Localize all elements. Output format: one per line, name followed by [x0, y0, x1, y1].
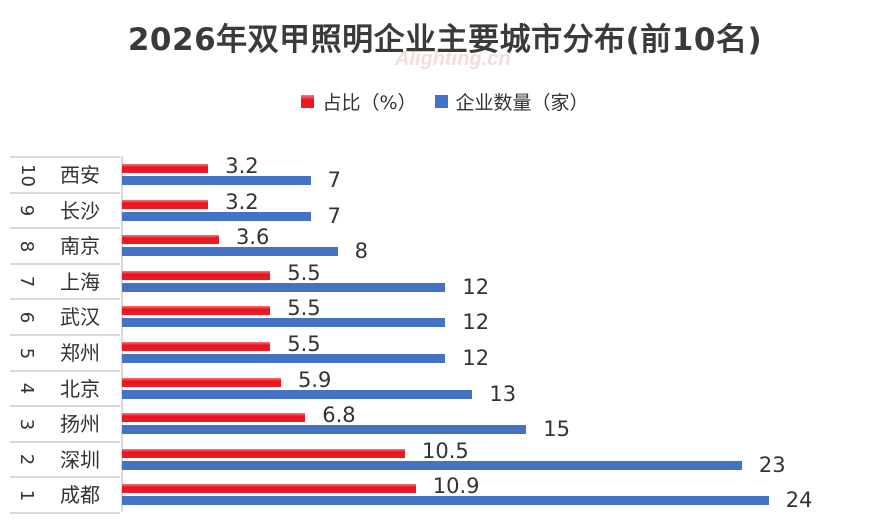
bar-count	[122, 211, 311, 221]
city-label: 成都	[60, 483, 100, 508]
data-label-count: 12	[462, 274, 490, 299]
city-label: 长沙	[60, 198, 100, 223]
bar-percent	[122, 270, 271, 280]
rank-label: 3	[10, 407, 44, 441]
bar-count	[122, 282, 446, 292]
rank-label: 1	[10, 478, 44, 512]
category-row: 3 扬州	[10, 405, 120, 441]
city-label: 南京	[60, 234, 100, 259]
category-row: 4 北京	[10, 369, 120, 406]
rank-label: 2	[10, 443, 44, 477]
category-row: 5 郑州	[10, 334, 120, 370]
data-label-percent: 3.6	[236, 225, 270, 250]
data-label-percent: 3.2	[225, 189, 259, 214]
city-label: 深圳	[60, 447, 100, 472]
rank-label: 10	[10, 158, 44, 192]
bar-percent	[122, 448, 405, 458]
data-label-count: 13	[489, 381, 517, 406]
rank-label: 8	[10, 229, 44, 263]
rank-number: 10	[16, 163, 38, 187]
watermark-logo: Alighting.cn	[395, 48, 511, 70]
data-label-percent: 6.8	[322, 403, 356, 428]
data-label-percent: 3.2	[225, 154, 259, 178]
data-label-count: 12	[462, 310, 490, 335]
bar-percent	[122, 377, 281, 387]
bar-count	[122, 389, 473, 399]
bar-count	[122, 460, 742, 470]
bar-percent	[122, 235, 220, 245]
rank-number: 2	[16, 454, 38, 466]
legend-item-count: 企业数量（家）	[434, 88, 589, 115]
city-label: 武汉	[60, 305, 100, 330]
category-row: 9 长沙	[10, 191, 120, 228]
bar-percent	[122, 199, 209, 209]
data-label-count: 8	[354, 239, 368, 264]
data-label-percent: 5.9	[298, 367, 332, 392]
category-axis-line	[121, 156, 123, 512]
data-label-percent: 5.5	[287, 332, 321, 356]
legend-label: 企业数量（家）	[455, 92, 589, 114]
city-label: 北京	[60, 376, 100, 401]
bar-percent	[122, 413, 306, 423]
bar-count	[122, 318, 446, 328]
rank-label: 5	[10, 336, 44, 370]
chart-title: 2026年双甲照明企业主要城市分布(前10名)	[127, 22, 763, 58]
category-row: 1 成都	[10, 476, 120, 512]
data-label-count: 24	[785, 488, 813, 513]
table-bottom-border	[10, 512, 120, 514]
bar-count	[122, 354, 446, 363]
category-row: 6 武汉	[10, 298, 120, 334]
rank-number: 5	[16, 347, 38, 359]
rank-number: 1	[16, 489, 38, 502]
legend-label: 占比（%）	[322, 92, 417, 114]
rank-number: 3	[16, 418, 38, 430]
rank-label: 7	[10, 265, 44, 299]
data-label-percent: 10.9	[432, 474, 480, 499]
city-label: 西安	[60, 163, 100, 187]
legend-swatch-red-icon	[301, 95, 315, 108]
rank-number: 7	[16, 276, 38, 288]
rank-number: 6	[16, 311, 38, 324]
bar-percent	[122, 342, 271, 351]
category-row: 10 西安	[10, 156, 120, 192]
city-label: 扬州	[60, 412, 100, 437]
data-label-count: 12	[462, 346, 490, 370]
bar-count	[122, 425, 527, 435]
data-label-count: 23	[758, 452, 786, 477]
bar-count	[122, 247, 338, 257]
city-label: 郑州	[60, 341, 100, 365]
bar-percent	[122, 484, 416, 494]
category-row: 8 南京	[10, 227, 120, 263]
rank-label: 4	[10, 372, 44, 406]
city-label: 上海	[60, 269, 100, 294]
category-row: 2 深圳	[10, 440, 120, 477]
data-label-percent: 5.5	[287, 296, 321, 321]
data-label-percent: 10.5	[421, 438, 469, 463]
legend-swatch-blue-icon	[434, 95, 448, 108]
rank-label: 6	[10, 300, 44, 334]
rank-number: 8	[16, 240, 38, 252]
data-label-count: 7	[327, 168, 342, 192]
rank-number: 4	[16, 382, 38, 395]
bar-count	[122, 176, 311, 185]
bar-count	[122, 496, 769, 506]
bar-percent	[122, 164, 209, 173]
chart-legend: 占比（%） 企业数量（家）	[0, 88, 890, 115]
data-label-percent: 5.5	[287, 260, 321, 285]
legend-item-percent: 占比（%）	[301, 88, 417, 115]
data-label-count: 15	[543, 417, 570, 442]
category-row: 7 上海	[10, 262, 120, 299]
bar-percent	[122, 306, 271, 316]
data-label-count: 7	[327, 203, 342, 228]
rank-number: 9	[16, 204, 38, 217]
rank-label: 9	[10, 194, 44, 228]
